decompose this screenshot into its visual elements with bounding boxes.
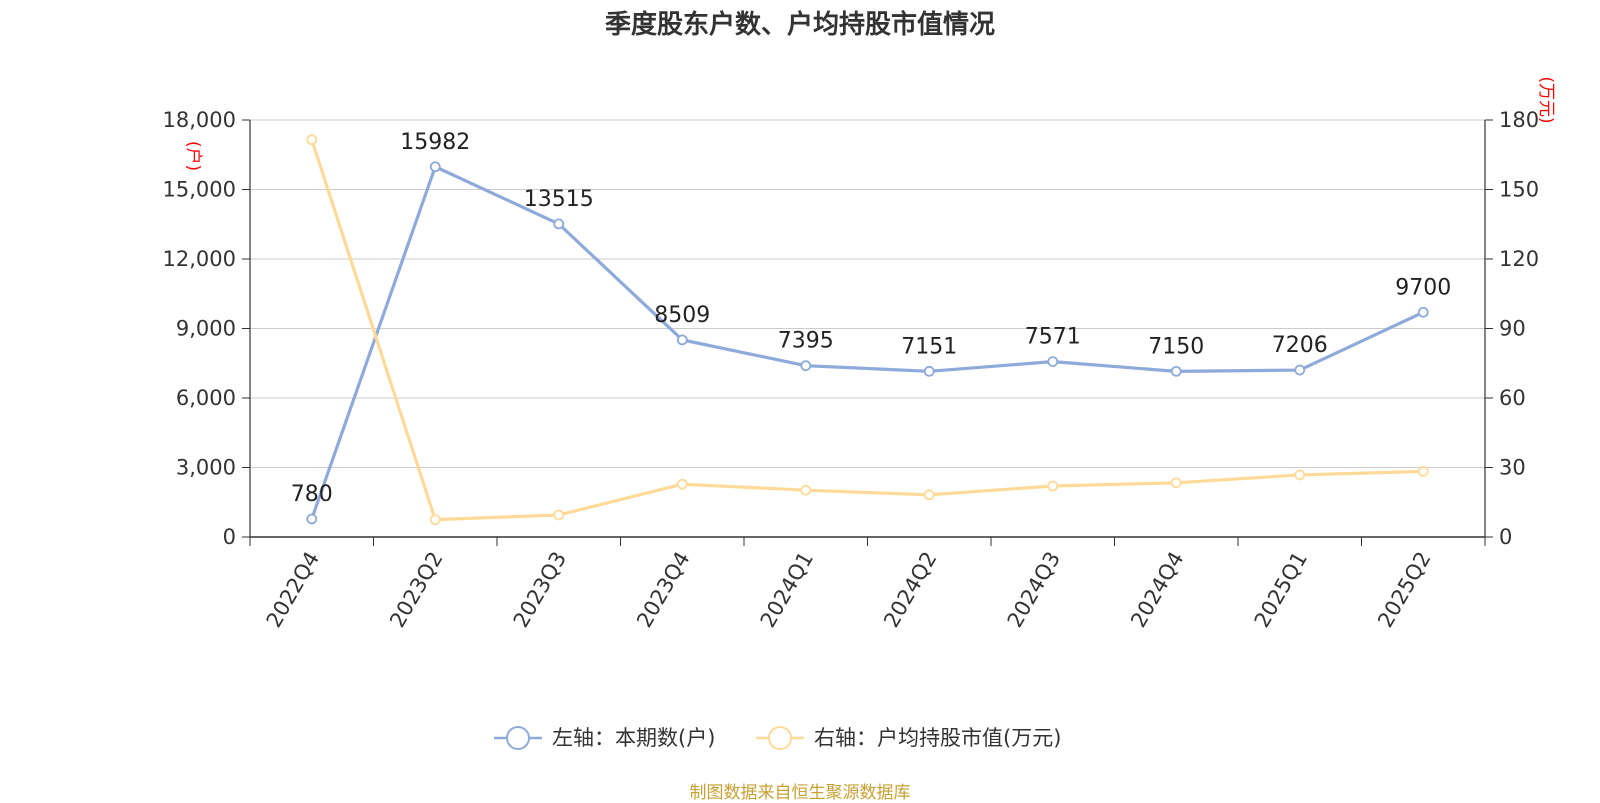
legend-label: 左轴：本期数(户) bbox=[552, 726, 715, 750]
data-point-holders bbox=[676, 334, 688, 346]
legend-item-market-value: 右轴：户均持股市值(万元) bbox=[756, 726, 1061, 750]
x-axis-tick-label: 2024Q2 bbox=[879, 548, 941, 632]
data-point-market-value bbox=[306, 134, 318, 146]
data-point-market-value bbox=[1417, 466, 1429, 477]
x-axis-tick-label: 2025Q2 bbox=[1373, 548, 1435, 632]
data-point-holders bbox=[800, 360, 812, 372]
data-point-holders bbox=[1294, 364, 1306, 376]
left-axis-tick-label: 12,000 bbox=[163, 247, 236, 271]
x-axis-tick-label: 2024Q4 bbox=[1126, 548, 1188, 632]
left-axis-tick-label: 3,000 bbox=[176, 456, 236, 480]
data-point-market-value bbox=[1047, 480, 1059, 492]
data-label: 780 bbox=[291, 482, 333, 507]
data-label: 15982 bbox=[400, 130, 470, 155]
left-axis-tick-label: 6,000 bbox=[176, 386, 236, 410]
right-axis-tick-label: 0 bbox=[1499, 525, 1512, 549]
series-line-holders bbox=[310, 165, 1424, 520]
x-axis-tick-label: 2023Q4 bbox=[632, 548, 694, 632]
right-axis-tick-label: 60 bbox=[1499, 386, 1526, 410]
data-labels: 780 15982 13515 8509 7395 7151 7571 7150 7206 970… bbox=[291, 130, 1452, 507]
series-group bbox=[306, 134, 1429, 526]
data-label: 13515 bbox=[524, 187, 594, 212]
data-label: 7150 bbox=[1148, 334, 1204, 359]
data-point-market-value bbox=[923, 489, 935, 501]
right-axis-unit: (万元) bbox=[1536, 76, 1556, 123]
x-axis-tick-label: 2024Q3 bbox=[1003, 548, 1065, 632]
data-point-holders bbox=[306, 513, 318, 525]
legend: 左轴：本期数(户) 右轴：户均持股市值(万元) bbox=[494, 726, 1061, 750]
data-point-holders bbox=[553, 218, 565, 230]
legend-label: 右轴：户均持股市值(万元) bbox=[814, 726, 1061, 750]
left-axis-tick-label: 9,000 bbox=[176, 317, 236, 341]
left-axis-unit: (户) bbox=[183, 141, 203, 171]
x-axis-tick-label: 2023Q2 bbox=[385, 548, 447, 632]
data-point-holders bbox=[923, 365, 935, 377]
data-point-market-value bbox=[1170, 477, 1182, 489]
data-label: 9700 bbox=[1395, 275, 1451, 300]
grid-lines bbox=[250, 119, 1485, 468]
data-point-market-value bbox=[800, 484, 812, 496]
data-point-market-value bbox=[1294, 469, 1306, 481]
left-axis-tick-label: 0 bbox=[223, 525, 236, 549]
data-label: 7151 bbox=[901, 334, 957, 359]
legend-swatch-marker bbox=[768, 726, 792, 750]
x-axis-tick-label: 2022Q4 bbox=[262, 548, 324, 632]
right-axis-tick-label: 30 bbox=[1499, 456, 1526, 480]
right-axis-tick-label: 90 bbox=[1499, 317, 1526, 341]
data-point-holders bbox=[1047, 356, 1059, 368]
left-axis-tick-label: 18,000 bbox=[163, 108, 236, 132]
right-axis-tick-label: 180 bbox=[1499, 108, 1539, 132]
data-label: 7206 bbox=[1272, 333, 1328, 358]
data-point-market-value bbox=[429, 514, 441, 526]
legend-item-holders: 左轴：本期数(户) bbox=[494, 726, 715, 750]
data-point-holders bbox=[1170, 365, 1182, 377]
x-axis-tick-label: 2025Q1 bbox=[1250, 548, 1312, 632]
data-point-holders bbox=[1417, 306, 1429, 318]
x-axis-tick-label: 2024Q1 bbox=[756, 548, 818, 632]
left-axis-tick-label: 15,000 bbox=[163, 178, 236, 202]
data-point-holders bbox=[429, 161, 441, 173]
right-axis-tick-label: 120 bbox=[1499, 247, 1539, 271]
axes: 0 0 3,000 30 6,000 60 9,000 90 12,000 120 15,000 15… bbox=[163, 76, 1556, 631]
data-label: 8509 bbox=[654, 303, 710, 328]
chart-title: 季度股东户数、户均持股市值情况 bbox=[604, 10, 995, 40]
legend-swatch-marker bbox=[506, 726, 530, 750]
series-line-market-value bbox=[310, 139, 1424, 522]
data-label: 7571 bbox=[1025, 325, 1081, 350]
data-label: 7395 bbox=[778, 329, 834, 354]
source-note: 制图数据来自恒生聚源数据库 bbox=[689, 783, 911, 803]
data-point-market-value bbox=[553, 509, 565, 521]
data-point-market-value bbox=[676, 478, 688, 490]
chart-canvas: 0 0 3,000 30 6,000 60 9,000 90 12,000 120 15,000 15… bbox=[163, 76, 1556, 750]
right-axis-tick-label: 150 bbox=[1499, 178, 1539, 202]
x-axis-tick-label: 2023Q3 bbox=[509, 548, 571, 632]
